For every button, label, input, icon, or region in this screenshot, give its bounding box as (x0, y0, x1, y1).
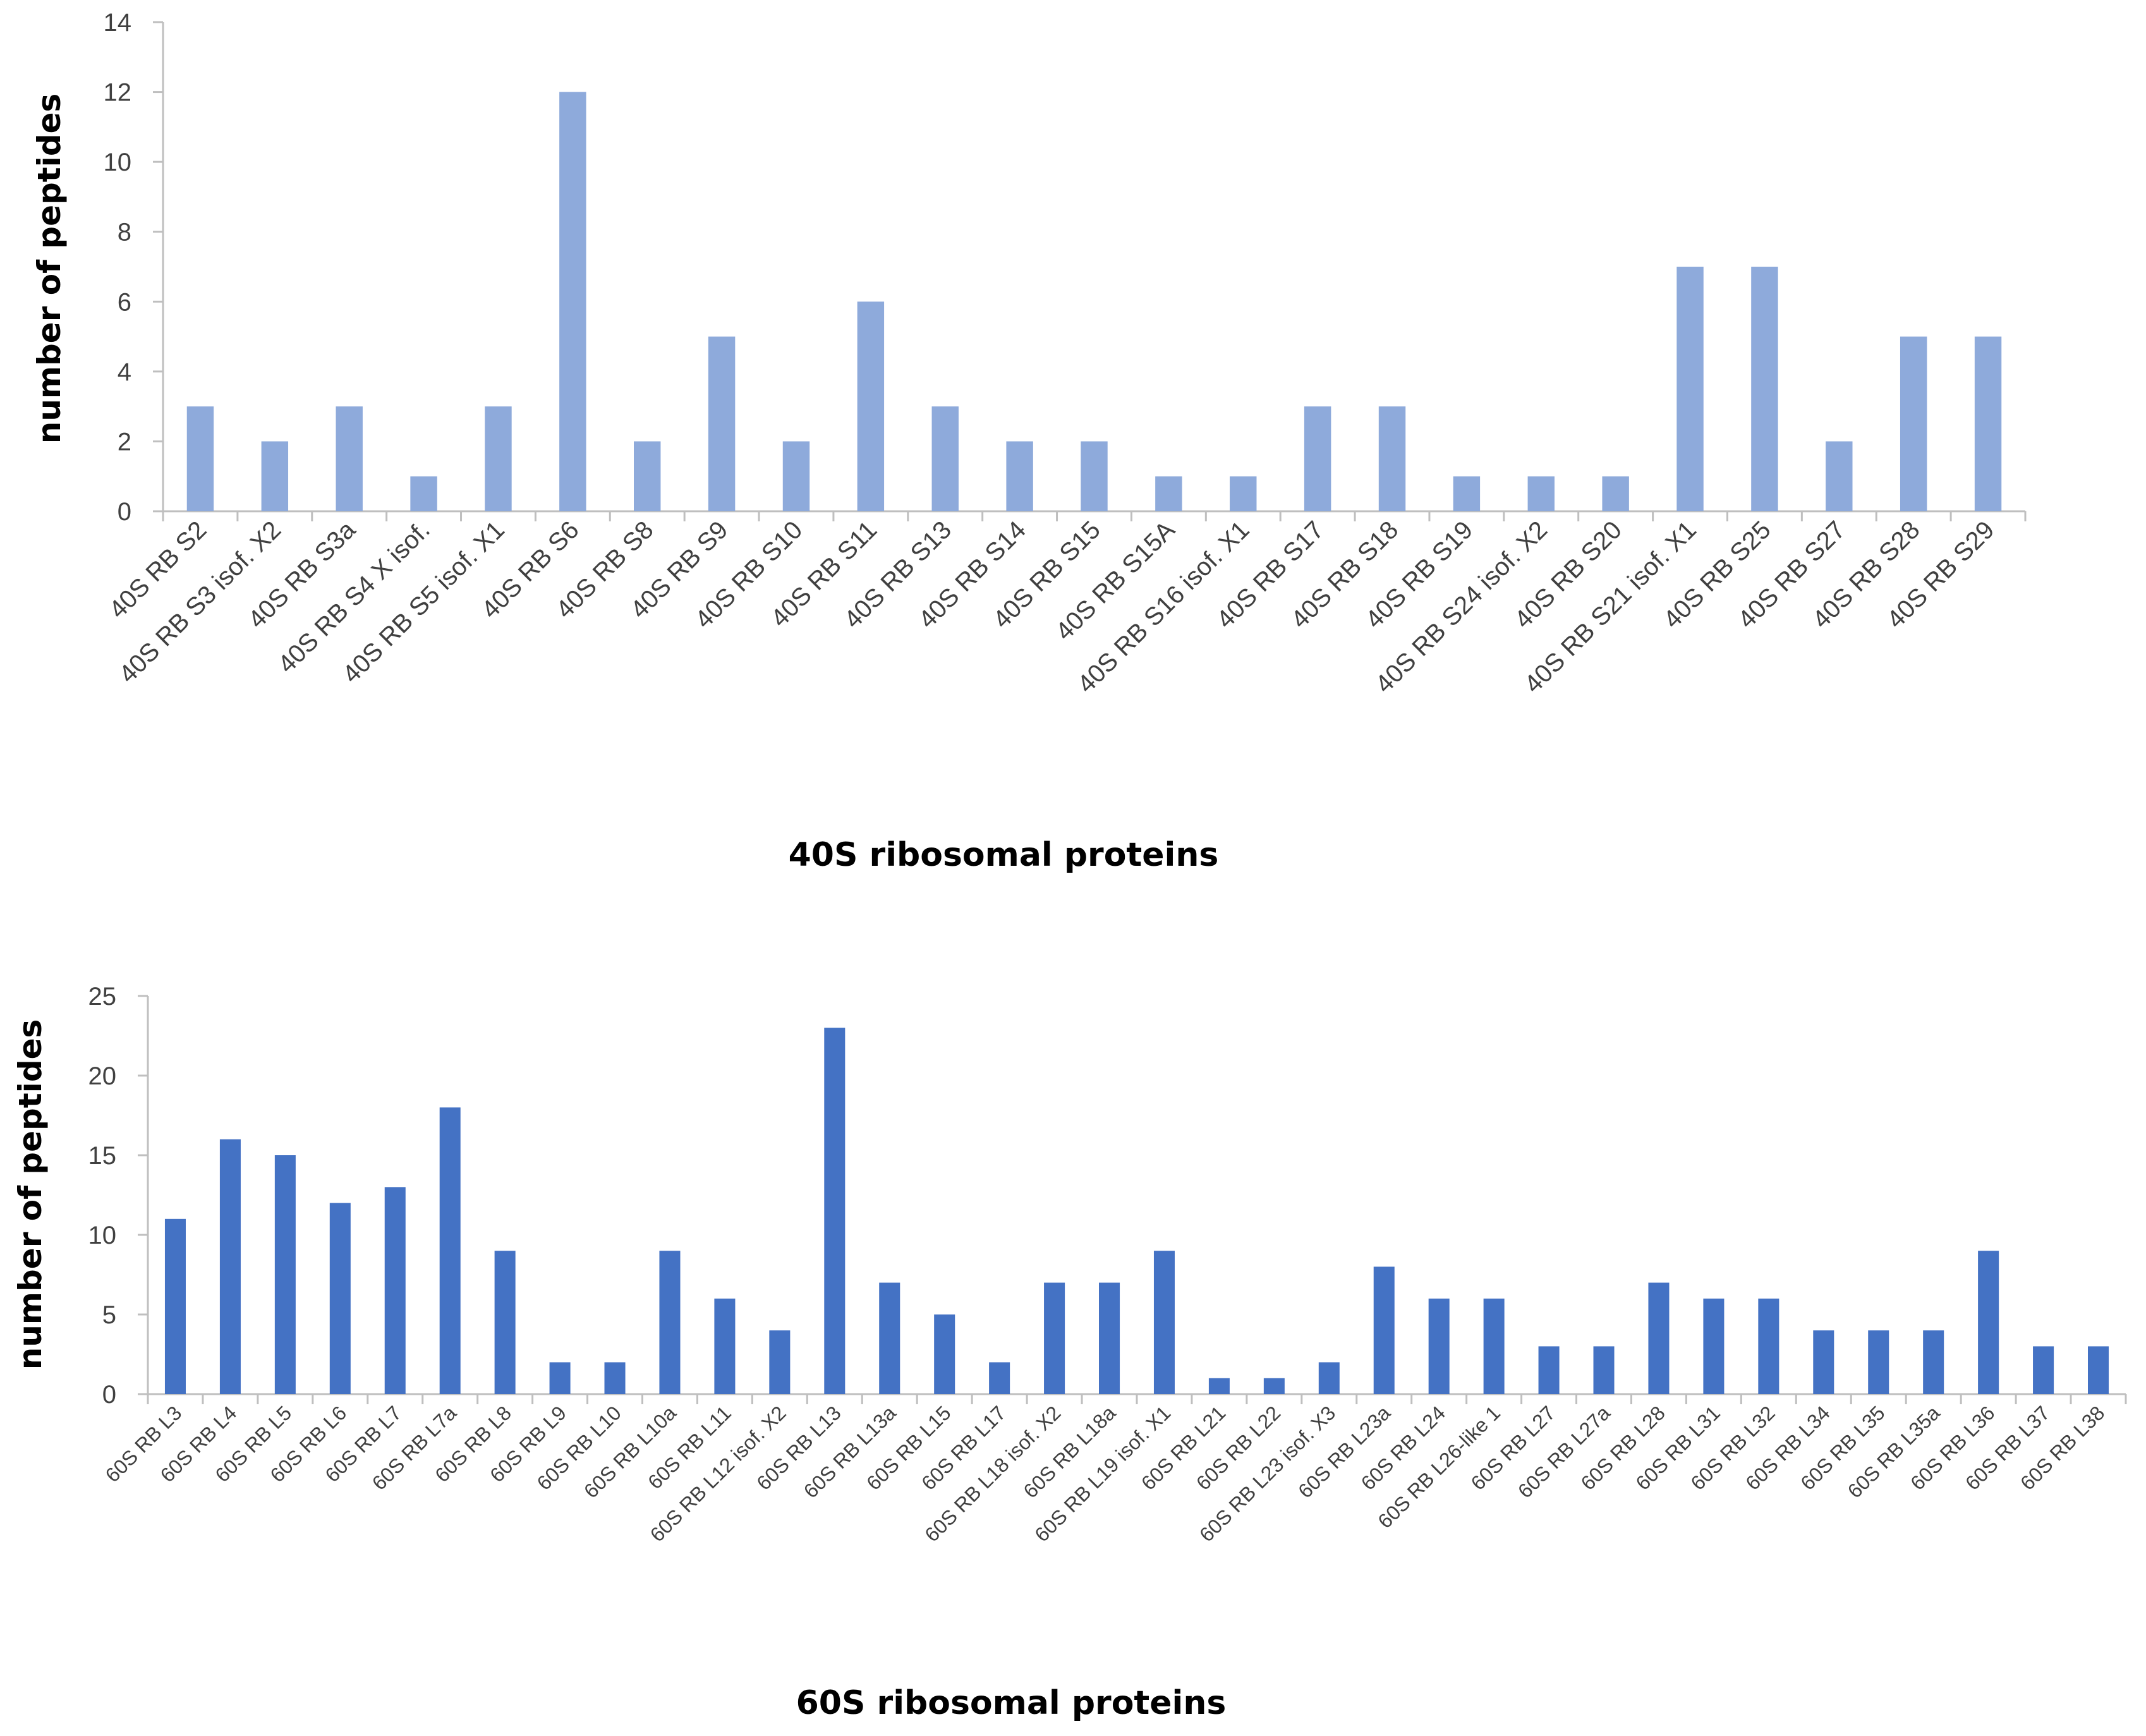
bar (1378, 406, 1406, 511)
y-tick-label: 6 (118, 288, 131, 316)
bar (1006, 441, 1033, 511)
bar (329, 1203, 351, 1394)
bar (1428, 1298, 1450, 1394)
y-tick-label: 2 (118, 428, 131, 456)
bar (1099, 1282, 1120, 1394)
y-tick-label: 10 (88, 1222, 117, 1249)
bar (1044, 1282, 1065, 1394)
bar (1153, 1251, 1175, 1394)
bar (1483, 1298, 1505, 1394)
bar (1081, 441, 1108, 511)
x-axis-title: 60S ribosomal proteins (796, 1684, 1227, 1722)
bar (559, 92, 586, 512)
bar (1602, 476, 1629, 511)
bar (494, 1251, 516, 1394)
bar (1263, 1378, 1285, 1394)
bar (604, 1362, 626, 1394)
bar (1155, 476, 1182, 511)
bar (2088, 1346, 2109, 1394)
bar (274, 1155, 296, 1394)
bar (1923, 1330, 1944, 1394)
bar (384, 1187, 406, 1394)
bar (485, 406, 512, 511)
bar (934, 1314, 955, 1394)
y-tick-label: 20 (88, 1062, 117, 1090)
bar (1900, 336, 1927, 511)
bar (1826, 441, 1853, 511)
bar (336, 406, 363, 511)
bar (1538, 1346, 1560, 1394)
bar (1978, 1251, 1999, 1394)
bar (439, 1107, 461, 1394)
bar (2033, 1346, 2054, 1394)
bar (989, 1362, 1010, 1394)
bar (1318, 1362, 1340, 1394)
bar (549, 1362, 571, 1394)
x-axis-title: 40S ribosomal proteins (789, 836, 1219, 874)
bar (1813, 1330, 1834, 1394)
bar (1676, 267, 1704, 511)
bar (824, 1028, 846, 1394)
bar (634, 441, 661, 511)
bar (1703, 1298, 1725, 1394)
bar (659, 1251, 681, 1394)
y-tick-label: 12 (104, 79, 132, 107)
y-axis-title: number of peptides (31, 94, 68, 444)
bar (782, 441, 810, 511)
bar (410, 476, 437, 511)
bar (931, 406, 959, 511)
bar (1453, 476, 1481, 511)
bar (714, 1298, 736, 1394)
bar (708, 336, 736, 511)
bar (1373, 1266, 1395, 1394)
bar (1230, 476, 1257, 511)
bar (1758, 1298, 1779, 1394)
y-tick-label: 10 (104, 149, 132, 176)
bar (219, 1139, 241, 1394)
y-tick-label: 8 (118, 219, 131, 246)
y-tick-label: 14 (104, 9, 132, 37)
bar (1868, 1330, 1889, 1394)
bar (879, 1282, 900, 1394)
bar (1648, 1282, 1670, 1394)
bar (1974, 336, 2002, 511)
bar (1304, 406, 1331, 511)
bar (164, 1218, 186, 1394)
y-tick-label: 25 (88, 983, 117, 1011)
bar (261, 441, 289, 511)
bar (769, 1330, 791, 1394)
bar (1593, 1346, 1615, 1394)
bar (186, 406, 214, 511)
y-axis-title: number of peptides (12, 1019, 49, 1370)
y-tick-label: 0 (118, 498, 131, 526)
bar (1751, 267, 1778, 511)
bar (1208, 1378, 1230, 1394)
y-tick-label: 5 (102, 1301, 116, 1329)
y-tick-label: 0 (102, 1381, 116, 1409)
bar (1527, 476, 1555, 511)
y-tick-label: 4 (118, 358, 131, 386)
y-tick-label: 15 (88, 1142, 117, 1170)
bar (857, 301, 885, 511)
